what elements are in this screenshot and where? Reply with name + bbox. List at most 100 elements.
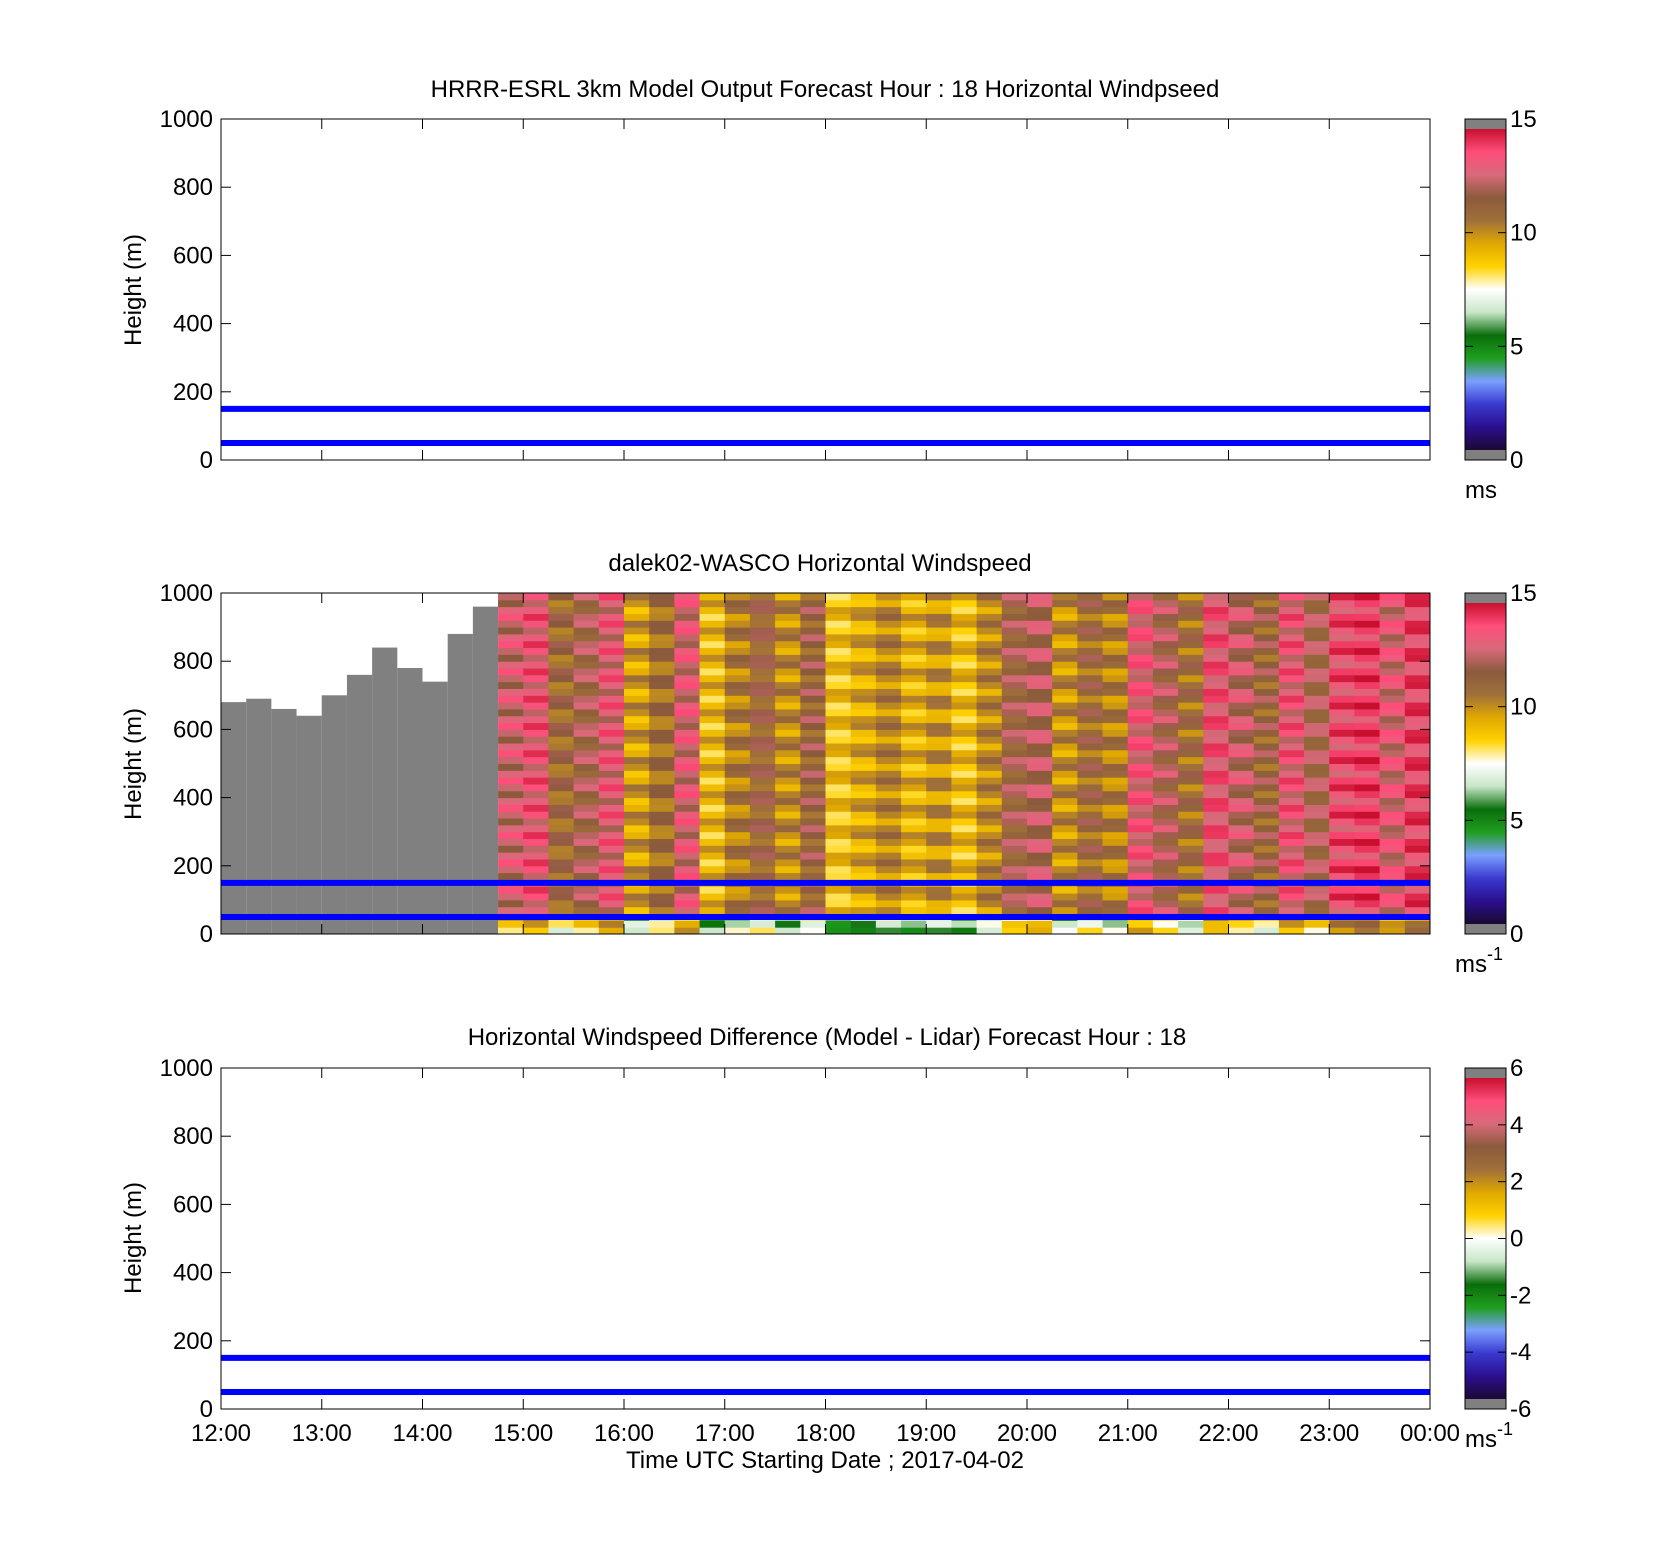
lidar-cell [1329, 661, 1355, 669]
lidar-cell [699, 668, 726, 676]
lidar-cell [1278, 640, 1305, 649]
lidar-cell [649, 633, 675, 642]
lidar-cell [699, 661, 726, 669]
lidar-cell [1152, 654, 1179, 662]
lidar-cell [598, 831, 625, 840]
lidar-cell [951, 695, 978, 703]
lidar-cell [1102, 886, 1129, 894]
lidar-cell [825, 674, 852, 683]
lidar-cell [649, 804, 675, 812]
lidar-cell [976, 797, 1003, 805]
lidar-cell [1253, 783, 1280, 792]
lidar-cell [1001, 661, 1028, 669]
lidar-cell [800, 640, 826, 649]
lidar-cell [1127, 695, 1154, 703]
lidar-cell [951, 627, 978, 635]
lidar-cell [1379, 831, 1406, 840]
lidar-cell [1354, 640, 1381, 649]
lidar-cell [1228, 818, 1255, 826]
lidar-cell [775, 920, 801, 928]
lidar-cell [1127, 920, 1154, 928]
lidar-cell [1278, 633, 1305, 642]
lidar-cell [775, 777, 801, 785]
lidar-cell [1253, 743, 1280, 751]
lidar-cell [674, 824, 701, 833]
lidar-cell [775, 838, 801, 846]
lidar-cell [1152, 811, 1179, 819]
lidar-cell [573, 743, 600, 751]
lidar-cell [1077, 702, 1104, 710]
lidar-cell [1253, 688, 1280, 696]
lidar-cell [498, 633, 524, 642]
lidar-cell [624, 886, 650, 894]
lidar-cell [1329, 613, 1355, 621]
lidar-cell [1178, 681, 1204, 689]
lidar-cell [1001, 872, 1028, 880]
lidar-cell [1127, 674, 1154, 683]
lidar-cell [624, 749, 650, 758]
lidar-cell [624, 688, 650, 696]
lidar-cell [1077, 818, 1104, 826]
lidar-cell [1253, 661, 1280, 669]
lidar-cell [1304, 858, 1330, 867]
lidar-cell [1203, 899, 1229, 908]
lidar-cell [548, 838, 575, 846]
lidar-cell [1253, 749, 1280, 758]
lidar-cell [1027, 852, 1053, 860]
lidar-cell [1178, 790, 1204, 799]
lidar-cell [598, 715, 625, 724]
lidar-cell [1253, 722, 1280, 730]
lidar-cell [875, 770, 902, 778]
lidar-cell [1102, 831, 1129, 840]
lidar-cell [825, 872, 852, 880]
lidar-cell [850, 688, 877, 696]
lidar-cell [1152, 899, 1179, 908]
lidar-cell [775, 674, 801, 683]
lidar-cell [1278, 708, 1305, 717]
lidar-cell [548, 852, 575, 860]
lidar-cell [573, 661, 600, 669]
lidar-cell [548, 695, 575, 703]
lidar-cell [598, 668, 625, 676]
lidar-cell [901, 722, 927, 730]
lidar-cell [699, 790, 726, 799]
lidar-cell [951, 838, 978, 846]
lidar-cell [724, 865, 751, 874]
lidar-cell [1052, 858, 1078, 867]
lidar-cell [724, 811, 751, 819]
lidar-cell [1001, 770, 1028, 778]
lidar-cell [1102, 777, 1129, 785]
lidar-cell [1001, 886, 1028, 894]
lidar-cell [1253, 668, 1280, 676]
lidar-cell [699, 852, 726, 860]
lidar-cell [573, 668, 600, 676]
lidar-cell [1152, 777, 1179, 785]
lidar-cell [498, 743, 524, 751]
lidar-cell [825, 811, 852, 819]
lidar-cell [523, 906, 549, 915]
lidar-cell [699, 606, 726, 614]
lidar-cell [825, 736, 852, 744]
lidar-cell [1052, 613, 1078, 621]
lidar-cell [498, 749, 524, 758]
lidar-cell [775, 647, 801, 655]
lidar-cell [850, 736, 877, 744]
lidar-cell [825, 627, 852, 635]
lidar-cell [598, 872, 625, 880]
lidar-cell [1102, 804, 1129, 812]
lidar-cell [649, 749, 675, 758]
lidar-cell [674, 831, 701, 840]
lidar-cell [976, 661, 1003, 669]
lidar-cell [850, 783, 877, 792]
lidar-cell [674, 858, 701, 867]
lidar-cell [724, 743, 751, 751]
lidar-cell [901, 661, 927, 669]
y-tick-label: 800 [173, 1123, 213, 1150]
lidar-cell [749, 743, 776, 751]
lidar-cell [875, 927, 902, 935]
lidar-cell [624, 674, 650, 683]
lidar-cell [1178, 702, 1204, 710]
lidar-cell [875, 633, 902, 642]
lidar-cell [1102, 818, 1129, 826]
